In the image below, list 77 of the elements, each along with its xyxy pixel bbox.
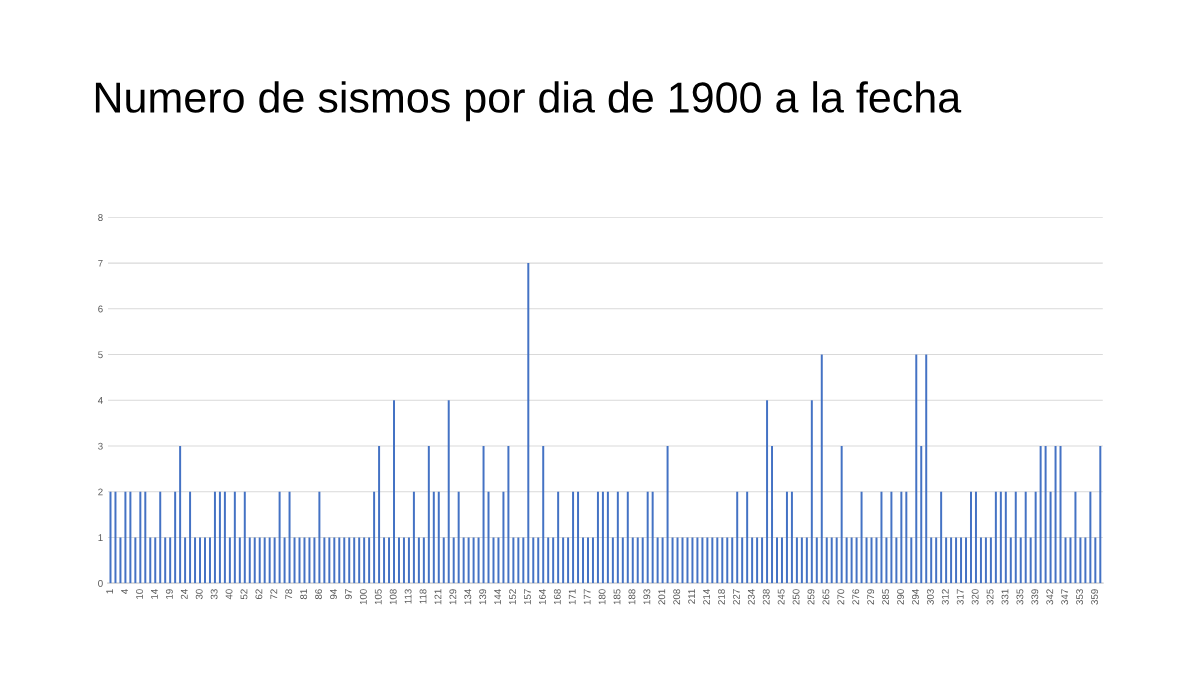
y-tick-label: 8 (98, 214, 103, 221)
y-tick-label: 6 (98, 305, 103, 313)
x-tick-label: 180 (598, 589, 606, 605)
x-tick-label: 214 (703, 589, 710, 605)
x-tick-label: 339 (1031, 589, 1039, 605)
y-tick-label: 2 (98, 488, 103, 496)
x-tick-label: 52 (240, 589, 248, 600)
x-tick-label: 359 (1091, 589, 1098, 605)
x-tick-label: 40 (225, 589, 233, 600)
x-tick-label: 78 (285, 589, 293, 600)
x-tick-label: 317 (956, 589, 964, 605)
x-tick-label: 335 (1016, 589, 1024, 605)
x-tick-label: 353 (1076, 589, 1084, 605)
x-tick-label: 72 (270, 589, 278, 600)
x-tick-label: 10 (136, 589, 143, 599)
x-tick-label: 94 (330, 589, 337, 600)
x-tick-label: 118 (419, 589, 427, 604)
x-tick-label: 168 (553, 589, 561, 605)
x-tick-label: 285 (882, 589, 890, 605)
x-tick-label: 1 (106, 589, 113, 594)
x-tick-label: 129 (449, 589, 457, 605)
x-tick-label: 62 (255, 589, 263, 600)
y-tick-label: 5 (98, 351, 103, 359)
x-tick-label: 144 (494, 589, 501, 605)
x-tick-label: 100 (359, 589, 367, 605)
x-tick-label: 105 (374, 589, 382, 605)
x-tick-label: 342 (1046, 589, 1054, 605)
x-tick-label: 164 (538, 589, 546, 605)
x-tick-label: 294 (912, 589, 919, 605)
x-tick-label: 30 (195, 589, 203, 600)
x-tick-label: 97 (344, 589, 352, 600)
x-tick-label: 134 (464, 589, 472, 605)
x-tick-label: 171 (568, 589, 576, 605)
x-tick-label: 86 (315, 589, 322, 600)
x-tick-label: 108 (389, 589, 397, 605)
x-tick-label: 238 (762, 589, 770, 605)
x-tick-label: 331 (1001, 589, 1009, 605)
x-tick-label: 157 (524, 589, 531, 605)
x-tick-label: 211 (688, 589, 695, 604)
x-tick-label: 312 (941, 589, 949, 605)
x-tick-label: 208 (673, 589, 681, 605)
x-tick-label: 325 (986, 589, 994, 605)
y-tick-label: 0 (98, 579, 103, 587)
x-tick-label: 201 (658, 589, 666, 605)
x-tick-label: 33 (210, 589, 218, 600)
x-tick-label: 113 (404, 589, 412, 604)
x-tick-label: 320 (971, 589, 979, 605)
x-tick-label: 188 (628, 589, 636, 605)
x-tick-label: 14 (151, 589, 158, 599)
x-tick-label: 152 (509, 589, 516, 605)
x-tick-label: 279 (867, 589, 875, 605)
y-tick-label: 4 (97, 397, 103, 404)
x-tick-label: 303 (926, 589, 934, 605)
x-tick-label: 139 (479, 589, 487, 605)
x-tick-label: 81 (300, 589, 308, 600)
x-tick-label: 4 (121, 589, 128, 594)
x-tick-label: 185 (613, 589, 621, 605)
x-tick-label: 290 (897, 589, 904, 605)
x-tick-label: 121 (434, 589, 442, 605)
x-tick-label: 24 (180, 589, 188, 600)
x-tick-label: 177 (583, 589, 591, 605)
x-tick-label: 259 (807, 589, 815, 605)
chart-title: Numero de sismos por dia de 1900 a la fecha (95, 81, 962, 122)
x-tick-label: 245 (777, 589, 785, 605)
x-tick-label: 250 (792, 589, 800, 605)
x-tick-label: 276 (852, 589, 860, 605)
y-tick-label: 7 (98, 259, 103, 267)
x-tick-label: 218 (718, 589, 725, 605)
x-tick-label: 19 (165, 589, 173, 599)
x-tick-label: 193 (643, 589, 651, 605)
x-tick-label: 347 (1061, 589, 1069, 605)
x-tick-label: 234 (747, 589, 755, 605)
x-tick-label: 270 (837, 589, 845, 605)
x-tick-label: 265 (822, 589, 830, 605)
y-tick-label: 3 (98, 442, 103, 450)
x-tick-label: 227 (732, 589, 740, 605)
y-tick-label: 1 (98, 534, 103, 541)
